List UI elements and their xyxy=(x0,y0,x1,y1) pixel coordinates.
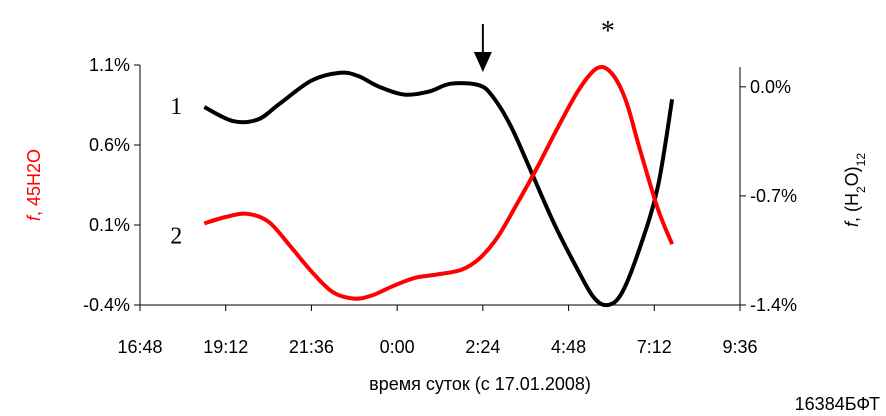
x-tick-label: 7:12 xyxy=(637,337,672,357)
x-tick-label: 0:00 xyxy=(380,337,415,357)
right-axis-label: f, (H2O)12 xyxy=(842,153,868,227)
series-label-2: 2 xyxy=(170,223,182,249)
x-tick-label: 2:24 xyxy=(465,337,500,357)
x-axis-label: время суток (с 17.01.2008) xyxy=(369,374,591,394)
x-tick-label: 9:36 xyxy=(722,337,757,357)
right-tick-label: 0.0% xyxy=(750,77,791,97)
x-tick-label: 21:36 xyxy=(289,337,334,357)
chart-axes: 1.1% 0.6% 0.1% -0.4% 0.0% -0.7% -1.4% 16:48 19:1… xyxy=(24,55,868,357)
chart-series-lines: 12 xyxy=(170,65,675,308)
figure-code: 16384БФТ xyxy=(795,394,880,414)
series-line-2 xyxy=(203,65,674,301)
x-tick-label: 4:48 xyxy=(551,337,586,357)
left-tick-label: -0.4% xyxy=(83,295,130,315)
annotation-asterisk: * xyxy=(601,16,615,47)
x-tick-label: 19:12 xyxy=(203,337,248,357)
series-label-1: 1 xyxy=(170,94,182,120)
left-tick-label: 0.6% xyxy=(89,135,130,155)
right-tick-label: -0.7% xyxy=(750,186,797,206)
series-line-1 xyxy=(203,70,675,308)
x-tick-label: 16:48 xyxy=(117,337,162,357)
right-tick-label: -1.4% xyxy=(750,295,797,315)
left-tick-label: 1.1% xyxy=(89,55,130,75)
down-arrow-head xyxy=(473,52,492,72)
left-axis-label: f, 45H2O xyxy=(24,149,44,221)
chart-annotations: * xyxy=(473,16,615,72)
left-tick-label: 0.1% xyxy=(89,215,130,235)
